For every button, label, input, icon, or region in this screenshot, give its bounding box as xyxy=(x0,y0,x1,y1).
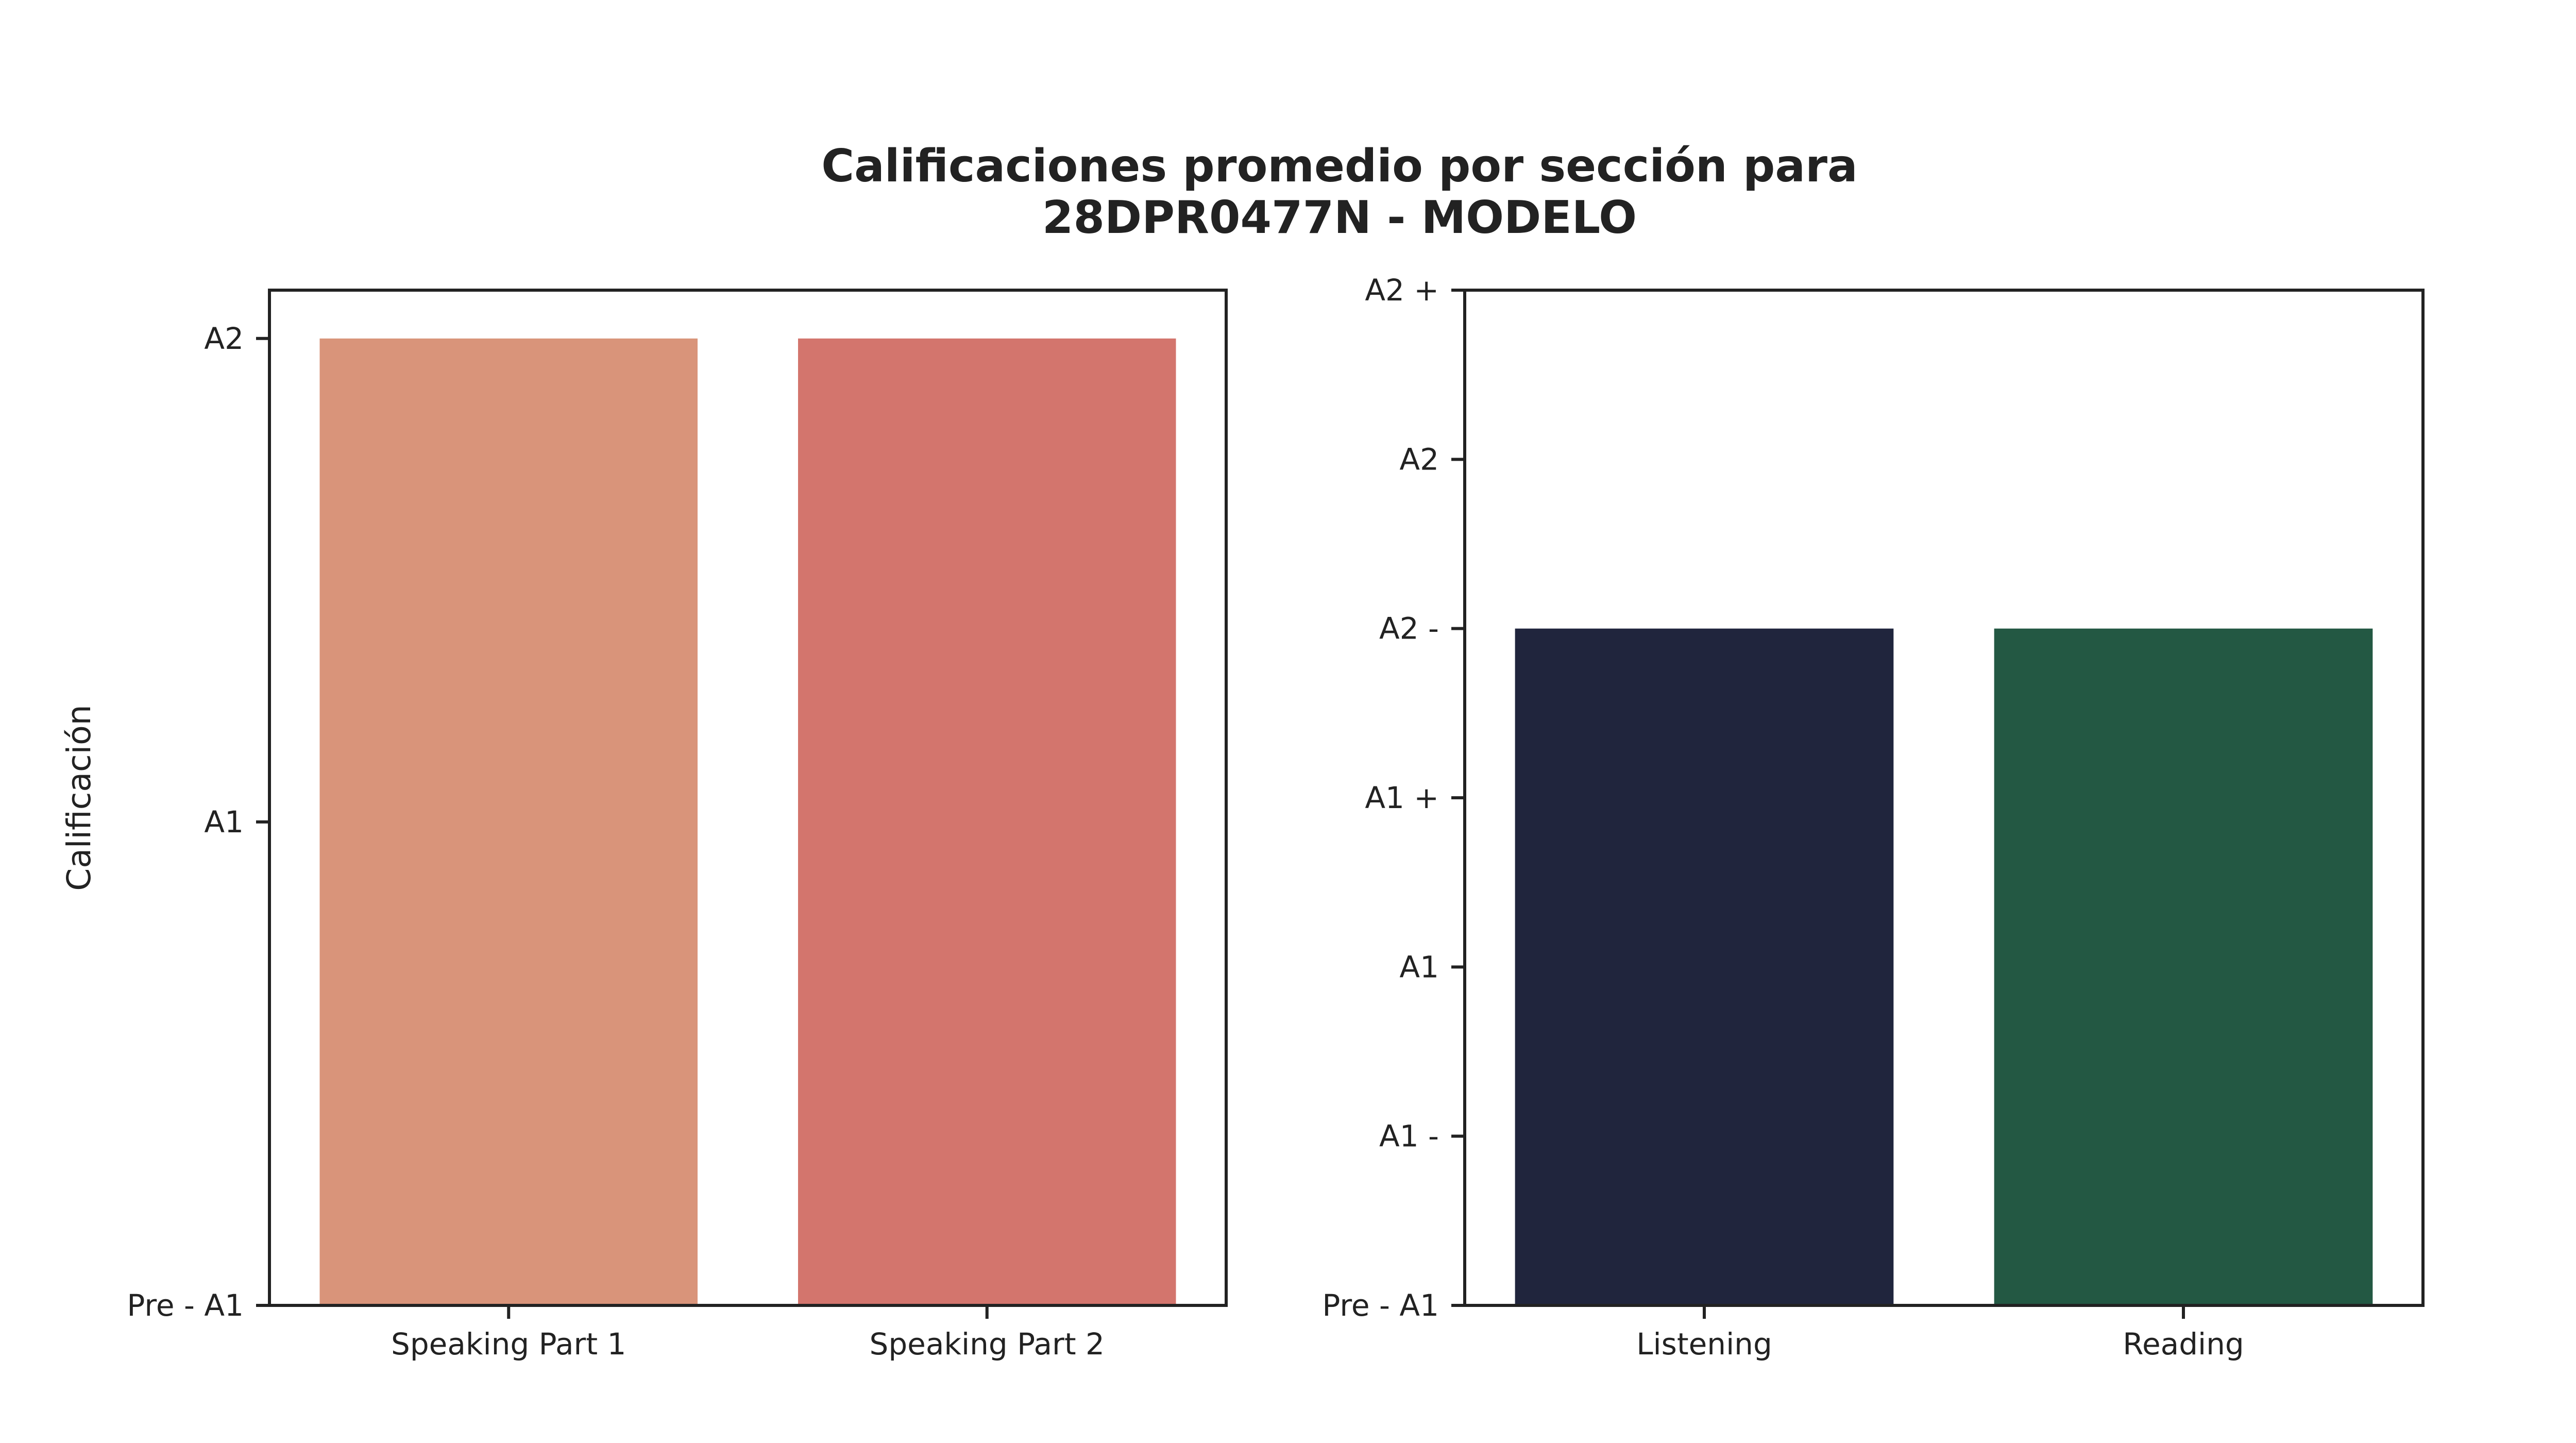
x-tick-label: Speaking Part 1 xyxy=(391,1327,626,1362)
x-tick-label: Speaking Part 2 xyxy=(870,1327,1105,1362)
y-tick-label: A2 - xyxy=(1379,611,1439,646)
x-tick-label: Listening xyxy=(1636,1327,1772,1362)
bar-listening xyxy=(1515,628,1894,1305)
plot-frame xyxy=(268,289,1228,1307)
bar-reading xyxy=(1994,628,2373,1305)
right-panel: Listening Reading Pre - A1 A1 - A1 A1 + A2 - A2… xyxy=(1322,273,2425,1362)
bar-speaking-part-2 xyxy=(798,338,1176,1305)
y-tick-label: A1 xyxy=(1399,949,1439,984)
x-tick-label: Reading xyxy=(2123,1327,2244,1362)
y-tick-label: A2 xyxy=(1399,442,1439,477)
y-tick-label: Pre - A1 xyxy=(1322,1288,1439,1323)
plot-frame xyxy=(1463,289,2425,1307)
y-tick-label: A2 + xyxy=(1365,273,1439,308)
y-tick-label: A1 xyxy=(204,804,244,840)
left-panel: Speaking Part 1 Speaking Part 2 Pre - A1 A1… xyxy=(60,289,1228,1362)
bar-speaking-part-1 xyxy=(319,338,698,1305)
y-axis-label: Calificación xyxy=(60,704,98,891)
y-tick-label: A1 + xyxy=(1365,780,1439,815)
y-tick-label: A1 - xyxy=(1379,1119,1439,1154)
y-tick-label: Pre - A1 xyxy=(127,1288,244,1323)
y-tick-label: A2 xyxy=(204,321,244,356)
chart-title-line2: 28DPR0477N - MODELO xyxy=(1042,191,1637,244)
chart-title-line1: Calificaciones promedio por sección para xyxy=(821,140,1858,192)
